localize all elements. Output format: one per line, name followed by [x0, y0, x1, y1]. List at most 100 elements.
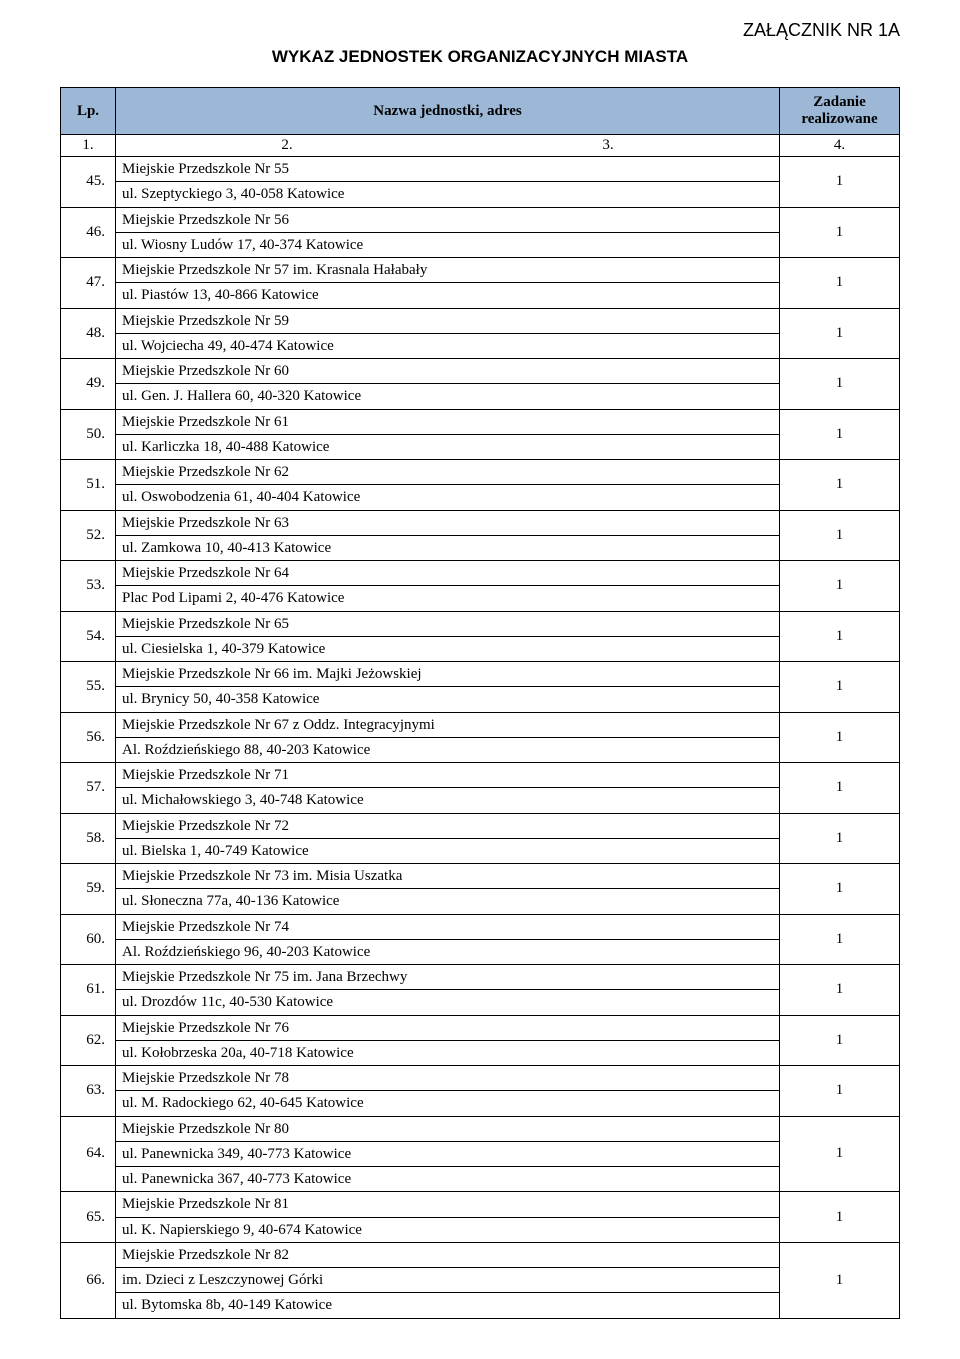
table-row: ul. Zamkowa 10, 40-413 Katowice: [61, 535, 900, 560]
cell-name: ul. Piastów 13, 40-866 Katowice: [116, 283, 780, 308]
table-row: ul. Oswobodzenia 61, 40-404 Katowice: [61, 485, 900, 510]
cell-lp: 66.: [61, 1242, 116, 1318]
cell-name: Miejskie Przedszkole Nr 67 z Oddz. Integ…: [116, 712, 780, 737]
cell-zadanie: 1: [780, 965, 900, 1016]
table-row: 48.Miejskie Przedszkole Nr 591: [61, 308, 900, 333]
table-row: ul. Bytomska 8b, 40-149 Katowice: [61, 1293, 900, 1318]
cell-lp: 57.: [61, 763, 116, 814]
table-row: 50.Miejskie Przedszkole Nr 611: [61, 409, 900, 434]
col-name: Nazwa jednostki, adres: [116, 88, 780, 135]
table-row: Plac Pod Lipami 2, 40-476 Katowice: [61, 586, 900, 611]
cell-name: Miejskie Przedszkole Nr 74: [116, 914, 780, 939]
table-row: 66.Miejskie Przedszkole Nr 821: [61, 1242, 900, 1267]
table-row: ul. Panewnicka 349, 40-773 Katowice: [61, 1141, 900, 1166]
cell-name: Miejskie Przedszkole Nr 63: [116, 510, 780, 535]
table-row: 62.Miejskie Przedszkole Nr 761: [61, 1015, 900, 1040]
table-row: 59.Miejskie Przedszkole Nr 73 im. Misia …: [61, 864, 900, 889]
cell-name: Miejskie Przedszkole Nr 59: [116, 308, 780, 333]
table-row: ul. Kołobrzeska 20a, 40-718 Katowice: [61, 1040, 900, 1065]
cell-zadanie: 1: [780, 207, 900, 258]
table-row: ul. Szeptyckiego 3, 40-058 Katowice: [61, 182, 900, 207]
cell-zadanie: 1: [780, 763, 900, 814]
cell-zadanie: 1: [780, 1192, 900, 1243]
cell-name: ul. K. Napierskiego 9, 40-674 Katowice: [116, 1217, 780, 1242]
cell-name: ul. Brynicy 50, 40-358 Katowice: [116, 687, 780, 712]
table-row: ul. Karliczka 18, 40-488 Katowice: [61, 434, 900, 459]
table-subheader-row: 1. 2.3. 4.: [61, 135, 900, 157]
cell-name: Miejskie Przedszkole Nr 80: [116, 1116, 780, 1141]
cell-zadanie: 1: [780, 864, 900, 915]
cell-name: Plac Pod Lipami 2, 40-476 Katowice: [116, 586, 780, 611]
cell-lp: 54.: [61, 611, 116, 662]
table-row: 47.Miejskie Przedszkole Nr 57 im. Krasna…: [61, 258, 900, 283]
table-row: 52.Miejskie Przedszkole Nr 631: [61, 510, 900, 535]
subhead-1: 1.: [61, 135, 116, 157]
table-row: Al. Roździeńskiego 88, 40-203 Katowice: [61, 737, 900, 762]
cell-name: Miejskie Przedszkole Nr 71: [116, 763, 780, 788]
table-row: im. Dzieci z Leszczynowej Górki: [61, 1268, 900, 1293]
cell-name: Al. Roździeńskiego 96, 40-203 Katowice: [116, 939, 780, 964]
table-row: ul. Brynicy 50, 40-358 Katowice: [61, 687, 900, 712]
cell-lp: 65.: [61, 1192, 116, 1243]
cell-lp: 64.: [61, 1116, 116, 1192]
cell-zadanie: 1: [780, 662, 900, 713]
cell-zadanie: 1: [780, 712, 900, 763]
cell-name: Miejskie Przedszkole Nr 62: [116, 460, 780, 485]
cell-name: Miejskie Przedszkole Nr 57 im. Krasnala …: [116, 258, 780, 283]
table-header-row: Lp. Nazwa jednostki, adres Zadanie reali…: [61, 88, 900, 135]
table-row: 65.Miejskie Przedszkole Nr 811: [61, 1192, 900, 1217]
table-row: 57.Miejskie Przedszkole Nr 711: [61, 763, 900, 788]
subhead-2: 2.3.: [116, 135, 780, 157]
cell-zadanie: 1: [780, 1242, 900, 1318]
cell-name: ul. Zamkowa 10, 40-413 Katowice: [116, 535, 780, 560]
cell-lp: 62.: [61, 1015, 116, 1066]
table-row: ul. Gen. J. Hallera 60, 40-320 Katowice: [61, 384, 900, 409]
cell-zadanie: 1: [780, 914, 900, 965]
cell-name: Miejskie Przedszkole Nr 75 im. Jana Brze…: [116, 965, 780, 990]
cell-name: Miejskie Przedszkole Nr 60: [116, 359, 780, 384]
cell-lp: 45.: [61, 157, 116, 208]
cell-lp: 59.: [61, 864, 116, 915]
cell-zadanie: 1: [780, 1015, 900, 1066]
cell-name: Miejskie Przedszkole Nr 64: [116, 561, 780, 586]
cell-name: ul. Bielska 1, 40-749 Katowice: [116, 838, 780, 863]
cell-name: ul. Oswobodzenia 61, 40-404 Katowice: [116, 485, 780, 510]
cell-name: ul. M. Radockiego 62, 40-645 Katowice: [116, 1091, 780, 1116]
cell-name: ul. Gen. J. Hallera 60, 40-320 Katowice: [116, 384, 780, 409]
col-zadanie: Zadanie realizowane: [780, 88, 900, 135]
cell-lp: 61.: [61, 965, 116, 1016]
cell-zadanie: 1: [780, 157, 900, 208]
table-row: ul. M. Radockiego 62, 40-645 Katowice: [61, 1091, 900, 1116]
cell-lp: 50.: [61, 409, 116, 460]
table-row: 51.Miejskie Przedszkole Nr 621: [61, 460, 900, 485]
cell-name: Al. Roździeńskiego 88, 40-203 Katowice: [116, 737, 780, 762]
cell-name: im. Dzieci z Leszczynowej Górki: [116, 1268, 780, 1293]
cell-name: ul. Ciesielska 1, 40-379 Katowice: [116, 636, 780, 661]
cell-lp: 48.: [61, 308, 116, 359]
table-row: 45.Miejskie Przedszkole Nr 551: [61, 157, 900, 182]
cell-zadanie: 1: [780, 258, 900, 309]
cell-lp: 52.: [61, 510, 116, 561]
cell-name: ul. Wojciecha 49, 40-474 Katowice: [116, 333, 780, 358]
cell-zadanie: 1: [780, 1116, 900, 1192]
cell-name: ul. Drozdów 11c, 40-530 Katowice: [116, 990, 780, 1015]
table-row: ul. Wiosny Ludów 17, 40-374 Katowice: [61, 232, 900, 257]
cell-zadanie: 1: [780, 308, 900, 359]
col-lp: Lp.: [61, 88, 116, 135]
table-row: 55.Miejskie Przedszkole Nr 66 im. Majki …: [61, 662, 900, 687]
cell-lp: 51.: [61, 460, 116, 511]
cell-name: Miejskie Przedszkole Nr 66 im. Majki Jeż…: [116, 662, 780, 687]
table-row: ul. Panewnicka 367, 40-773 Katowice: [61, 1167, 900, 1192]
table-row: 49.Miejskie Przedszkole Nr 601: [61, 359, 900, 384]
table-row: ul. Drozdów 11c, 40-530 Katowice: [61, 990, 900, 1015]
table-row: ul. Piastów 13, 40-866 Katowice: [61, 283, 900, 308]
cell-lp: 53.: [61, 561, 116, 612]
cell-lp: 47.: [61, 258, 116, 309]
cell-name: Miejskie Przedszkole Nr 72: [116, 813, 780, 838]
cell-name: Miejskie Przedszkole Nr 81: [116, 1192, 780, 1217]
subhead-2a: 2.: [127, 137, 448, 154]
cell-zadanie: 1: [780, 813, 900, 864]
table-row: 63.Miejskie Przedszkole Nr 781: [61, 1066, 900, 1091]
table-row: 46.Miejskie Przedszkole Nr 561: [61, 207, 900, 232]
cell-zadanie: 1: [780, 409, 900, 460]
